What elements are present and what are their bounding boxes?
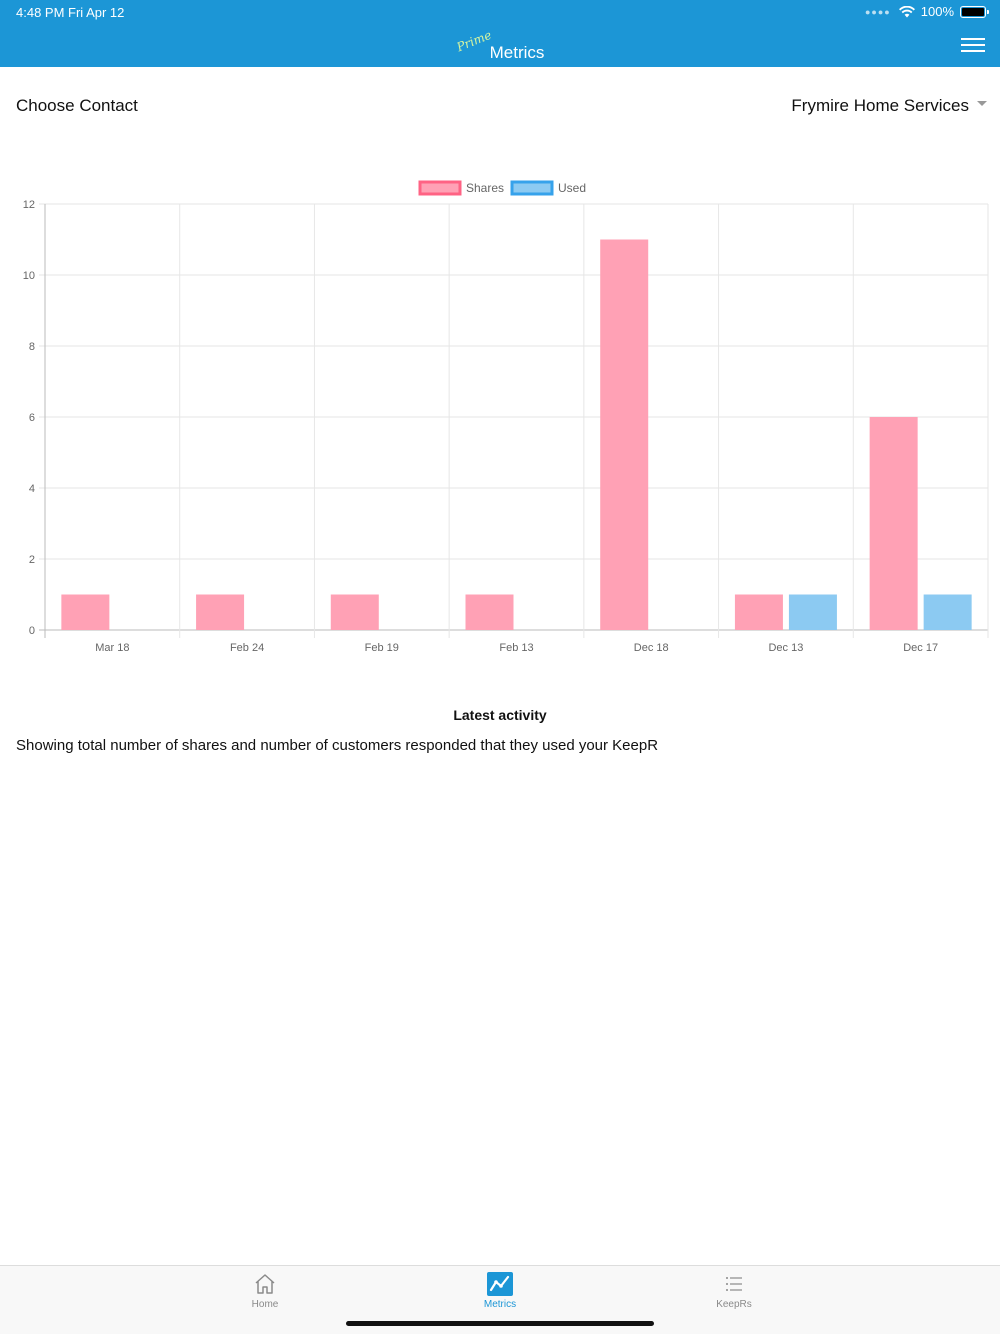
y-tick-label: 6 xyxy=(29,412,35,424)
list-icon xyxy=(726,1277,742,1291)
x-tick-label: Feb 13 xyxy=(499,642,533,654)
legend-swatch-used xyxy=(510,180,554,196)
y-tick-label: 0 xyxy=(29,625,35,637)
bar-shares xyxy=(465,594,514,630)
status-indicators: ●●●● 100% xyxy=(865,4,989,19)
x-tick-label: Dec 13 xyxy=(768,642,803,654)
y-tick-label: 8 xyxy=(29,341,35,353)
activity-title: Latest activity xyxy=(453,707,547,723)
y-tick-label: 2 xyxy=(29,554,35,566)
x-tick-label: Dec 18 xyxy=(634,642,669,654)
battery-icon xyxy=(960,5,989,18)
bar-shares xyxy=(600,239,649,630)
wifi-icon xyxy=(898,5,915,17)
home-icon xyxy=(255,1274,275,1294)
x-tick-label: Feb 24 xyxy=(230,642,264,654)
x-tick-label: Dec 17 xyxy=(903,642,938,654)
bar-used xyxy=(788,594,837,630)
legend-label-used: Used xyxy=(558,181,586,195)
metrics-chart: 0 2 4 6 8 10 12 Mar 18 Feb 24 Feb 19 Feb 13 Dec 18 D… xyxy=(0,170,1000,670)
tab-metrics-label: Metrics xyxy=(483,1299,517,1310)
y-tick-label: 10 xyxy=(23,270,35,282)
legend-label-shares: Shares xyxy=(466,181,504,195)
x-tick-label: Mar 18 xyxy=(95,642,129,654)
tab-home-label: Home xyxy=(251,1299,279,1310)
bar-shares xyxy=(61,594,110,630)
contact-dropdown[interactable]: Frymire Home Services xyxy=(791,96,987,116)
tab-keeprs-label: KeepRs xyxy=(716,1299,752,1310)
cellular-signal-icon: ●●●● xyxy=(865,6,891,17)
activity-description: Showing total number of shares and numbe… xyxy=(16,737,659,754)
tab-keeprs[interactable]: KeepRs xyxy=(674,1272,794,1310)
caret-down-icon xyxy=(977,100,987,106)
home-indicator xyxy=(346,1321,654,1326)
contact-selected-value: Frymire Home Services xyxy=(791,96,969,115)
bar-used xyxy=(923,594,972,630)
metrics-icon xyxy=(487,1272,513,1296)
bar-shares xyxy=(330,594,379,630)
bar-shares xyxy=(734,594,783,630)
bar-shares xyxy=(196,594,245,630)
status-time: 4:48 PM Fri Apr 12 xyxy=(16,5,125,20)
x-tick-label: Feb 19 xyxy=(365,642,399,654)
bar-chart: 0 2 4 6 8 10 12 Mar 18 Feb 24 Feb 19 Feb 13 Dec 18 D… xyxy=(23,180,989,654)
hamburger-icon[interactable] xyxy=(961,38,985,52)
tab-home[interactable]: Home xyxy=(205,1272,325,1310)
y-tick-label: 12 xyxy=(23,199,35,211)
y-tick-label: 4 xyxy=(29,483,35,495)
choose-contact-label: Choose Contact xyxy=(16,96,138,115)
legend-swatch-shares xyxy=(418,180,462,196)
battery-percent: 100% xyxy=(920,4,954,19)
tab-metrics[interactable]: Metrics xyxy=(440,1272,560,1310)
top-bar: 4:48 PM Fri Apr 12 ●●●● 100% Prime Metri… xyxy=(0,0,1000,67)
page-title: Metrics xyxy=(489,43,545,62)
bar-shares xyxy=(869,417,918,630)
